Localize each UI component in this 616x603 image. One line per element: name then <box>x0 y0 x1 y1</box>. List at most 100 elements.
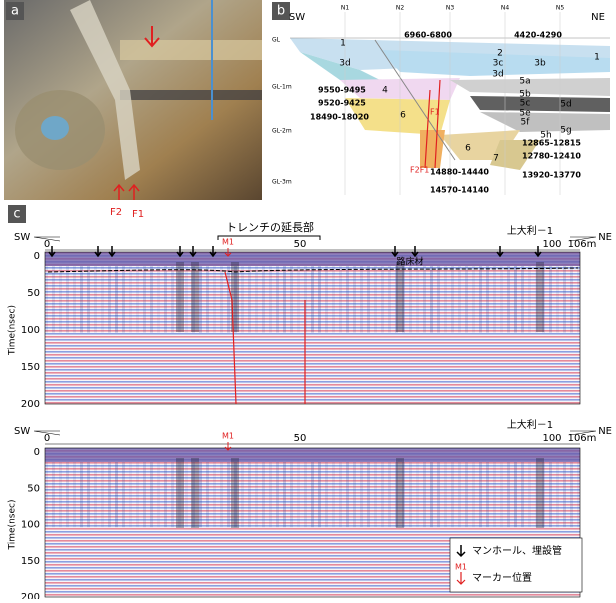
gpr-texture <box>444 462 447 527</box>
gpr-texture <box>108 266 111 333</box>
gpr-texture <box>353 266 356 333</box>
gpr-texture <box>423 462 426 527</box>
gpr-texture <box>563 462 566 527</box>
y-axis-title: Time(nsec) <box>8 500 18 551</box>
x-tick-label: 50 <box>294 433 307 444</box>
age-label: 18490-18020 <box>310 113 369 122</box>
gpr-texture <box>164 462 167 527</box>
fault-label: F2F1 <box>410 166 429 175</box>
trench-label: トレンチの延長部 <box>226 220 314 234</box>
y-tick-label: 150 <box>21 556 40 567</box>
gpr-texture <box>570 462 573 527</box>
hyperbola <box>536 262 544 332</box>
gpr-texture <box>248 462 251 527</box>
gpr-texture <box>360 266 363 333</box>
y-tick-label: 50 <box>27 483 40 494</box>
station-label: N4 <box>501 5 509 12</box>
hyperbola <box>191 262 199 332</box>
gpr-texture <box>500 462 503 527</box>
gpr-texture <box>381 462 384 527</box>
gpr-texture <box>423 266 426 333</box>
unit-label: 1 <box>594 53 600 63</box>
gpr-texture <box>199 266 202 333</box>
unit-label: 3d <box>492 70 503 80</box>
gpr-texture <box>45 266 48 333</box>
gpr-texture <box>388 266 391 333</box>
gpr-texture <box>220 266 223 333</box>
gpr-texture <box>416 462 419 527</box>
gpr-texture <box>122 462 125 527</box>
gpr-texture <box>577 462 580 527</box>
x-tick-label: 0 <box>44 433 50 444</box>
gpr-texture <box>59 266 62 333</box>
station-label: N5 <box>556 5 564 12</box>
gpr-texture <box>409 266 412 333</box>
gpr-texture <box>66 462 69 527</box>
gpr-texture <box>465 266 468 333</box>
unit-label: 3d <box>339 59 350 69</box>
gpr-texture <box>563 266 566 333</box>
gpr-texture <box>521 462 524 527</box>
gpr-texture <box>472 266 475 333</box>
gpr-texture <box>87 266 90 333</box>
gpr-texture <box>129 462 132 527</box>
gpr-texture <box>458 462 461 527</box>
direction-label: NE <box>591 12 605 23</box>
panel-label: a <box>11 4 19 19</box>
gpr-texture <box>311 462 314 527</box>
gpr-texture <box>549 266 552 333</box>
gpr-texture <box>332 462 335 527</box>
hyperbola <box>396 458 404 528</box>
x-tick-label: 100 <box>542 433 561 444</box>
y-axis-title: Time(nsec) <box>8 305 18 356</box>
hyperbola <box>176 262 184 332</box>
direction-label: SW <box>14 232 30 243</box>
unit-label: 6 <box>465 144 471 154</box>
age-label: 14880-14440 <box>430 168 489 177</box>
age-label: 6960-6800 <box>404 31 452 40</box>
gpr-texture <box>430 462 433 527</box>
gpr-texture <box>346 266 349 333</box>
gpr-texture <box>297 462 300 527</box>
gpr-texture <box>150 266 153 333</box>
gpr-texture <box>255 266 258 333</box>
gpr-texture <box>94 266 97 333</box>
gpr-texture <box>115 462 118 527</box>
fault-label: F1 <box>132 209 144 220</box>
gpr-texture <box>332 266 335 333</box>
y-tick-label: 200 <box>21 592 40 599</box>
gpr-texture <box>157 462 160 527</box>
gpr-texture <box>87 462 90 527</box>
station-label: N2 <box>396 5 404 12</box>
unit-label: 2 <box>497 49 503 59</box>
gpr-texture <box>115 266 118 333</box>
gpr-texture <box>164 266 167 333</box>
y-tick-label: 150 <box>21 362 40 373</box>
gpr-texture <box>206 462 209 527</box>
unit-label: 5d <box>560 100 571 110</box>
figure: a F2 F1 b SW NE N1N2N3N4N5GLGL-1mGL-2mGL… <box>0 0 616 599</box>
unit-label: 4 <box>382 86 388 96</box>
gpr-texture <box>549 462 552 527</box>
x-tick-label: 50 <box>294 239 307 250</box>
gpr-texture <box>290 266 293 333</box>
depth-label: GL-2m <box>272 128 292 135</box>
gpr-texture <box>122 266 125 333</box>
unit-label: 3b <box>534 59 546 69</box>
age-label: 13920-13770 <box>522 171 581 180</box>
gpr-texture <box>367 266 370 333</box>
gpr-texture <box>66 266 69 333</box>
gpr-texture <box>227 266 230 333</box>
marker-label: M1 <box>222 432 234 441</box>
gpr-texture <box>73 462 76 527</box>
gpr-texture <box>129 266 132 333</box>
gpr-texture <box>374 266 377 333</box>
gpr-texture <box>388 462 391 527</box>
legend-text: マーカー位置 <box>472 571 532 584</box>
direction-label: SW <box>14 426 30 437</box>
y-tick-label: 200 <box>21 399 40 410</box>
gpr-texture <box>367 462 370 527</box>
hyperbola <box>396 262 404 332</box>
direction-label: NE <box>598 232 612 243</box>
panel-label: b <box>277 4 285 19</box>
